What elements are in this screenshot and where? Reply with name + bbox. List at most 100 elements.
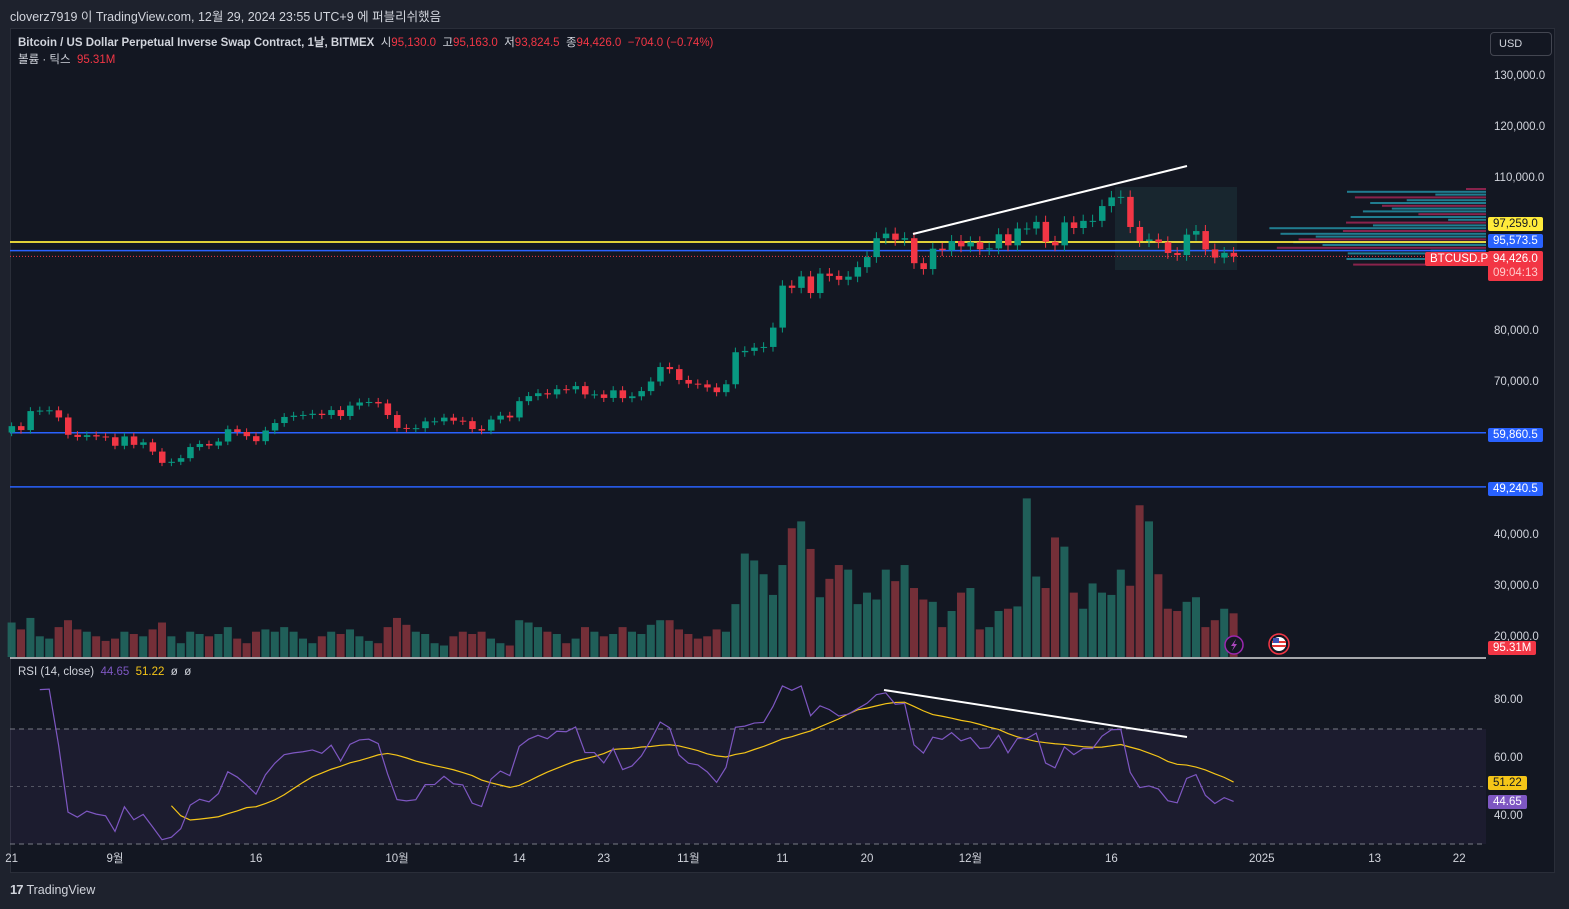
volume-bar bbox=[1182, 601, 1191, 657]
volume-profile-row bbox=[1370, 202, 1486, 204]
candle bbox=[149, 438, 157, 456]
candle-body bbox=[751, 347, 758, 351]
tradingview-logo-icon[interactable]: 17 bbox=[10, 882, 24, 897]
candle bbox=[431, 417, 439, 426]
candle bbox=[892, 227, 899, 246]
candle bbox=[1023, 222, 1031, 235]
us-flag-event-icon[interactable] bbox=[1268, 633, 1290, 655]
candle bbox=[817, 268, 824, 299]
candle-body bbox=[74, 434, 81, 437]
candle-body bbox=[55, 410, 63, 418]
volume-bar bbox=[35, 636, 44, 657]
volume-label[interactable]: 볼륨 · 틱스 bbox=[18, 54, 71, 66]
candle bbox=[1155, 233, 1162, 249]
volume-bar bbox=[101, 640, 110, 657]
volume-bar bbox=[1210, 620, 1219, 657]
candle bbox=[760, 342, 768, 353]
lightning-event-icon[interactable] bbox=[1224, 635, 1244, 655]
volume-profile-row bbox=[1298, 238, 1486, 241]
volume-profile-row bbox=[1435, 193, 1486, 196]
rsi-axis[interactable]: 80.00 60.00 40.00 bbox=[1494, 694, 1523, 822]
volume-bar bbox=[1060, 546, 1069, 657]
volume-bar bbox=[609, 634, 618, 657]
candle-body bbox=[1108, 197, 1115, 207]
candle bbox=[441, 413, 448, 426]
volume-bar bbox=[1126, 585, 1135, 657]
candle-body bbox=[704, 384, 711, 388]
price-axis[interactable]: 130,000.0 120,000.0 110,000.0 80,000.0 70,00… bbox=[1494, 70, 1545, 643]
volume-bar bbox=[1220, 608, 1229, 657]
candle-body bbox=[1230, 252, 1238, 257]
volume-bar bbox=[176, 643, 185, 657]
candle-body bbox=[676, 369, 683, 380]
volume-bar bbox=[26, 617, 35, 657]
rsi-trendline[interactable] bbox=[883, 689, 1188, 738]
candle-body bbox=[497, 415, 504, 420]
volume-bar bbox=[872, 599, 881, 657]
candle-body bbox=[356, 402, 363, 406]
candle bbox=[1127, 190, 1134, 234]
candle-body bbox=[18, 426, 25, 431]
volume-bar bbox=[1135, 505, 1144, 657]
symbol-title[interactable]: Bitcoin / US Dollar Perpetual Inverse Sw… bbox=[18, 37, 375, 49]
volume-bar bbox=[628, 631, 636, 657]
volume-bar bbox=[1107, 594, 1116, 657]
candle-body bbox=[262, 430, 269, 442]
candle-body bbox=[93, 435, 100, 437]
candle-body bbox=[610, 390, 617, 398]
volume-bar bbox=[449, 636, 458, 657]
brand-name[interactable]: TradingView bbox=[26, 882, 96, 897]
currency-button[interactable]: USD bbox=[1490, 32, 1552, 56]
volume-bar bbox=[308, 643, 317, 657]
candle-body bbox=[206, 443, 213, 446]
candle-body bbox=[328, 410, 335, 416]
volume-profile-row bbox=[1362, 210, 1486, 213]
blue-line-price-badge: 95,573.5 bbox=[1488, 234, 1543, 248]
volume-bar bbox=[139, 636, 148, 657]
candle bbox=[450, 413, 457, 425]
candle-body bbox=[516, 401, 523, 418]
volume-profile-row bbox=[1342, 230, 1486, 232]
candle bbox=[262, 426, 269, 445]
candle bbox=[497, 411, 504, 424]
volume-bar bbox=[129, 634, 138, 657]
candle bbox=[713, 383, 721, 397]
candle bbox=[544, 389, 551, 399]
candle-body bbox=[140, 442, 147, 445]
candle bbox=[459, 416, 467, 425]
candle-body bbox=[629, 396, 636, 399]
low-value: 93,824.5 bbox=[514, 37, 560, 49]
candle bbox=[1108, 190, 1115, 213]
volume-bar bbox=[468, 634, 477, 657]
candle-body bbox=[1099, 206, 1106, 221]
candle bbox=[36, 406, 44, 416]
volume-bar bbox=[1032, 576, 1041, 657]
candle-body bbox=[572, 386, 580, 390]
candle bbox=[751, 342, 758, 356]
time-tick-label: 22 bbox=[1453, 853, 1466, 865]
candle bbox=[948, 235, 956, 257]
candle-body bbox=[469, 421, 476, 430]
time-tick-label: 21 bbox=[5, 853, 18, 865]
horizontal-lines[interactable] bbox=[10, 241, 1486, 488]
candle-body bbox=[365, 401, 373, 403]
candle-body bbox=[46, 410, 53, 412]
candle bbox=[234, 425, 241, 436]
candle bbox=[74, 431, 81, 441]
candle bbox=[826, 268, 833, 282]
time-axis[interactable]: 21 9월 16 10월 14 23 11월 11 20 12월 16 2025 13 22 bbox=[5, 852, 1465, 865]
price-trendline[interactable] bbox=[912, 165, 1188, 235]
candle-body bbox=[920, 263, 927, 270]
volume-bar bbox=[919, 599, 928, 657]
chart-pane[interactable] bbox=[10, 28, 1555, 873]
candle bbox=[535, 389, 542, 401]
candle-body bbox=[83, 435, 91, 437]
publish-info: cloverz7919 이 TradingView.com, 12월 29, 2… bbox=[10, 10, 442, 24]
volume-bar bbox=[806, 548, 815, 657]
candle bbox=[18, 422, 25, 434]
candle bbox=[854, 261, 862, 283]
rsi-label[interactable]: RSI (14, close) bbox=[18, 666, 95, 678]
candle-body bbox=[600, 394, 608, 398]
time-tick-label: 13 bbox=[1368, 853, 1381, 865]
